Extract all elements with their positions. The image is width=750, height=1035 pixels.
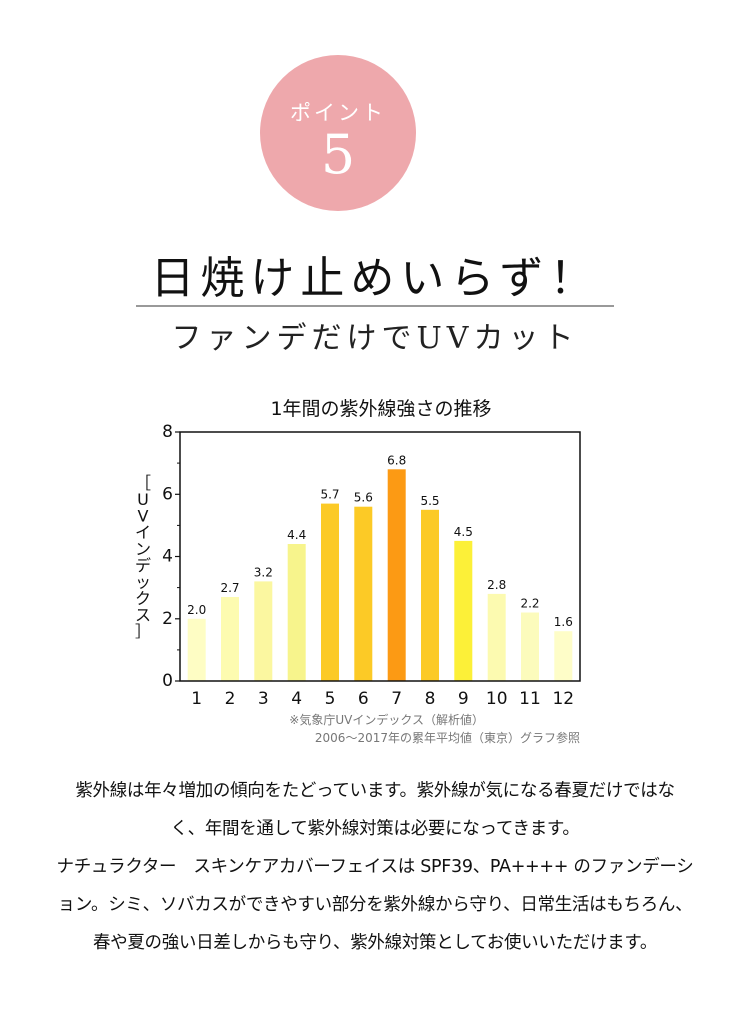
bar bbox=[354, 506, 373, 681]
bar-value-label: 6.8 bbox=[387, 453, 406, 467]
bar bbox=[187, 618, 206, 682]
bar bbox=[387, 469, 406, 681]
y-tick-label: 4 bbox=[162, 547, 173, 567]
x-tick-label: 9 bbox=[458, 689, 469, 709]
badge-number: 5 bbox=[320, 123, 356, 186]
bar-value-label: 5.7 bbox=[320, 488, 339, 502]
x-tick-label: 10 bbox=[486, 689, 508, 709]
x-tick-label: 4 bbox=[291, 689, 302, 709]
bar-value-label: 2.2 bbox=[520, 597, 539, 611]
y-axis-label-char: ッ bbox=[135, 572, 151, 591]
y-tick-label: 0 bbox=[162, 671, 173, 691]
source-note-line-1: ※気象庁UVインデックス（解析値） bbox=[289, 712, 484, 727]
y-axis-label-char: U bbox=[137, 490, 149, 509]
x-tick-label: 1 bbox=[191, 689, 202, 709]
plot-frame bbox=[179, 431, 581, 682]
y-axis-label: ［UVインデックス］ bbox=[135, 473, 151, 641]
bar-value-label: 4.5 bbox=[454, 525, 473, 539]
y-axis-label-char: ス bbox=[135, 605, 151, 624]
uv-index-bar-chart: 1年間の紫外線強さの推移 ［UVインデックス］ 2.0 2.7 3.2 4.4 5.7 5… bbox=[135, 398, 581, 745]
x-tick-label: 2 bbox=[225, 689, 236, 709]
bar bbox=[487, 593, 506, 681]
bar bbox=[521, 612, 539, 681]
y-tick-label: 8 bbox=[162, 422, 173, 442]
y-tick-label: 2 bbox=[162, 609, 173, 629]
y-axis-label-char: ］ bbox=[135, 622, 151, 641]
body-line: 紫外線は年々増加の傾向をたどっています。紫外線が気になる春夏だけではな bbox=[75, 781, 675, 801]
body-line: 春や夏の強い日差しからも守り、紫外線対策としてお使いいただけます。 bbox=[92, 933, 658, 953]
bar-value-label: 3.2 bbox=[254, 565, 273, 579]
y-axis-label-char: イ bbox=[135, 523, 151, 542]
x-tick-label: 7 bbox=[391, 689, 402, 709]
chart-title: 1年間の紫外線強さの推移 bbox=[270, 398, 491, 420]
headline: 日焼け止めいらず！ bbox=[150, 253, 600, 304]
subheadline: ファンデだけでUVカット bbox=[171, 321, 579, 356]
x-tick-label: 5 bbox=[325, 689, 336, 709]
y-axis-label-char: ［ bbox=[135, 473, 151, 492]
y-axis-label-char: ン bbox=[135, 539, 151, 558]
y-axis-label-char: V bbox=[138, 506, 149, 525]
bar bbox=[254, 581, 273, 681]
badge-label: ポイント bbox=[290, 101, 386, 125]
bar bbox=[454, 540, 473, 681]
bar-value-label: 2.8 bbox=[487, 578, 506, 592]
x-tick-label: 12 bbox=[552, 689, 574, 709]
body-line: ョン。シミ、ソバカスができやすい部分を紫外線から守り、日常生活はもちろん、 bbox=[57, 895, 693, 915]
x-tick-label: 8 bbox=[425, 689, 436, 709]
bar-value-label: 1.6 bbox=[554, 615, 573, 629]
bar-value-label: 2.0 bbox=[187, 603, 206, 617]
bar bbox=[321, 503, 339, 681]
body-text: 紫外線は年々増加の傾向をたどっています。紫外線が気になる春夏だけではな く、年間… bbox=[8, 772, 742, 962]
y-axis-label-char: デ bbox=[135, 556, 151, 575]
y-tick-label: 6 bbox=[162, 484, 173, 504]
point-badge: ポイント 5 bbox=[260, 55, 416, 211]
headline-divider bbox=[136, 305, 614, 307]
bar bbox=[221, 597, 239, 681]
source-note-line-2: 2006〜2017年の累年平均値（東京）グラフ参照 bbox=[315, 730, 580, 745]
bar-value-label: 5.5 bbox=[420, 494, 439, 508]
x-tick-label: 11 bbox=[519, 689, 541, 709]
body-line: ナチュラクター スキンケアカバーフェイスは SPF39、PA++++ のファンデ… bbox=[56, 857, 694, 877]
bar bbox=[287, 544, 306, 681]
bar bbox=[421, 509, 439, 681]
bar-value-label: 4.4 bbox=[287, 528, 306, 542]
bar bbox=[554, 631, 573, 681]
bar-value-label: 5.6 bbox=[354, 491, 373, 505]
body-line: く、年間を通して紫外線対策は必要になってきます。 bbox=[170, 819, 580, 839]
y-axis-label-char: ク bbox=[135, 589, 151, 608]
x-tick-label: 3 bbox=[258, 689, 269, 709]
bar-value-label: 2.7 bbox=[220, 581, 239, 595]
x-tick-label: 6 bbox=[358, 689, 369, 709]
